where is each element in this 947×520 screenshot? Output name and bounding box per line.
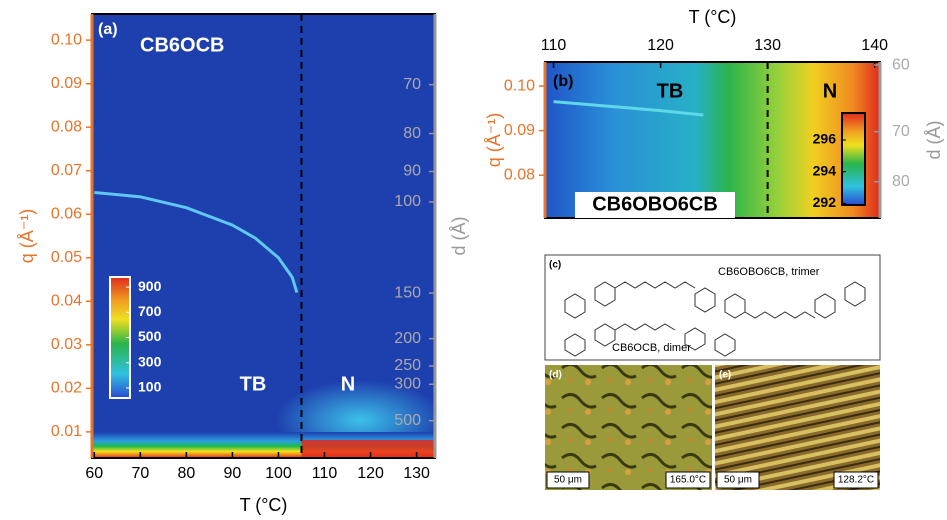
x-axis-label: T (°C) bbox=[240, 495, 288, 515]
x-tick-label: 120 bbox=[357, 465, 384, 482]
micrograph-image bbox=[545, 365, 712, 490]
y-tick-label: 0.08 bbox=[51, 118, 82, 135]
micrograph-image bbox=[715, 365, 880, 490]
colorbar-tick-label: 900 bbox=[138, 278, 162, 294]
y-tick-label: 0.09 bbox=[51, 75, 82, 92]
y2-tick-label: 200 bbox=[394, 330, 421, 347]
phase-label: TB bbox=[240, 373, 267, 395]
y-tick-label: 0.07 bbox=[51, 162, 82, 179]
structure-panel: (c) CB6OBO6CB, trimer CB6OCB, dimer bbox=[545, 255, 880, 360]
y2-tick-label: 250 bbox=[394, 357, 421, 374]
y-tick-label: 0.03 bbox=[51, 336, 82, 353]
y-tick-label: 0.05 bbox=[51, 249, 82, 266]
y2-tick-label: 80 bbox=[892, 173, 910, 190]
y2-tick-label: 70 bbox=[892, 123, 910, 140]
x-tick-label: 140 bbox=[861, 37, 888, 54]
phase-label: N bbox=[823, 80, 837, 102]
colorbar bbox=[842, 113, 865, 205]
y-tick-label: 0.09 bbox=[504, 122, 535, 139]
colorbar-tick-label: 500 bbox=[138, 328, 162, 344]
x-axis-label: T (°C) bbox=[689, 7, 737, 27]
x-tick-label: 130 bbox=[403, 465, 430, 482]
heatmap-panel: 110 120 130 140 0.08 0.09 0.10 60 70 80 T (°C) q (Å… bbox=[484, 7, 944, 218]
phase-label: N bbox=[341, 373, 355, 395]
x-tick-label: 110 bbox=[541, 37, 567, 54]
y-axis-label: q (Å⁻¹) bbox=[17, 209, 37, 264]
y-tick-label: 0.10 bbox=[51, 31, 82, 48]
panel-label: (a) bbox=[98, 21, 118, 38]
structure-name: CB6OBO6CB, trimer bbox=[718, 266, 820, 278]
y2-tick-label: 100 bbox=[394, 193, 421, 210]
panel-label: (c) bbox=[549, 260, 561, 271]
scale-bar-label: 50 μm bbox=[554, 475, 582, 486]
colorbar-tick-label: 300 bbox=[138, 353, 162, 369]
x-tick-label: 90 bbox=[224, 465, 242, 482]
figure: (c) CB6OBO6CB, trimer CB6OCB, dimer (d) 50 … bbox=[0, 0, 947, 520]
phase-label: TB bbox=[657, 80, 684, 102]
structure-name: CB6OCB, dimer bbox=[612, 342, 691, 354]
panel-label: (e) bbox=[719, 370, 731, 381]
y2-tick-label: 300 bbox=[394, 375, 421, 392]
panel-label: (b) bbox=[553, 73, 573, 90]
y2-tick-label: 90 bbox=[403, 163, 421, 180]
x-tick-label: 120 bbox=[647, 37, 674, 54]
colorbar-tick-label: 292 bbox=[813, 194, 837, 210]
y-axis-label: q (Å⁻¹) bbox=[484, 113, 504, 168]
temperature-label: 128.2°C bbox=[838, 475, 874, 486]
y2-tick-label: 70 bbox=[403, 76, 421, 93]
x-tick-label: 130 bbox=[754, 37, 781, 54]
sample-title: CB6OCB bbox=[140, 34, 224, 56]
y2-tick-label: 500 bbox=[394, 412, 421, 429]
temperature-label: 165.0°C bbox=[670, 475, 706, 486]
x-tick-label: 70 bbox=[131, 465, 149, 482]
y-tick-label: 0.08 bbox=[504, 166, 535, 183]
y-tick-label: 0.10 bbox=[504, 77, 535, 94]
x-tick-label: 60 bbox=[85, 465, 103, 482]
y-tick-label: 0.02 bbox=[51, 380, 82, 397]
y-tick-label: 0.04 bbox=[51, 293, 82, 310]
x-tick-label: 100 bbox=[265, 465, 292, 482]
colorbar-tick-label: 294 bbox=[813, 162, 837, 178]
x-tick-label: 80 bbox=[177, 465, 195, 482]
colorbar-tick-label: 100 bbox=[138, 379, 162, 395]
heatmap-band bbox=[301, 440, 435, 458]
colorbar-tick-label: 700 bbox=[138, 303, 162, 319]
x-tick-label: 110 bbox=[312, 465, 338, 482]
y2-tick-label: 150 bbox=[394, 284, 421, 301]
y2-tick-label: 80 bbox=[403, 125, 421, 142]
colorbar-tick-label: 296 bbox=[813, 131, 837, 147]
y2-axis-label: d (Å) bbox=[924, 120, 944, 159]
y2-tick-label: 60 bbox=[892, 56, 910, 73]
y-tick-label: 0.06 bbox=[51, 205, 82, 222]
micrograph: (e) 50 μm 128.2°C bbox=[715, 365, 880, 490]
sample-title: CB6OBO6CB bbox=[592, 193, 718, 215]
y-tick-label: 0.01 bbox=[51, 423, 82, 440]
panel-label: (d) bbox=[549, 370, 562, 381]
micrograph: (d) 50 μm 165.0°C bbox=[545, 365, 712, 490]
heatmap-panel: 60 70 80 90 100 110 120 130 0.01 0.02 0.03 0.04 0.05… bbox=[17, 14, 469, 515]
scale-bar-label: 50 μm bbox=[724, 475, 752, 486]
y2-axis-label: d (Å) bbox=[449, 216, 469, 255]
